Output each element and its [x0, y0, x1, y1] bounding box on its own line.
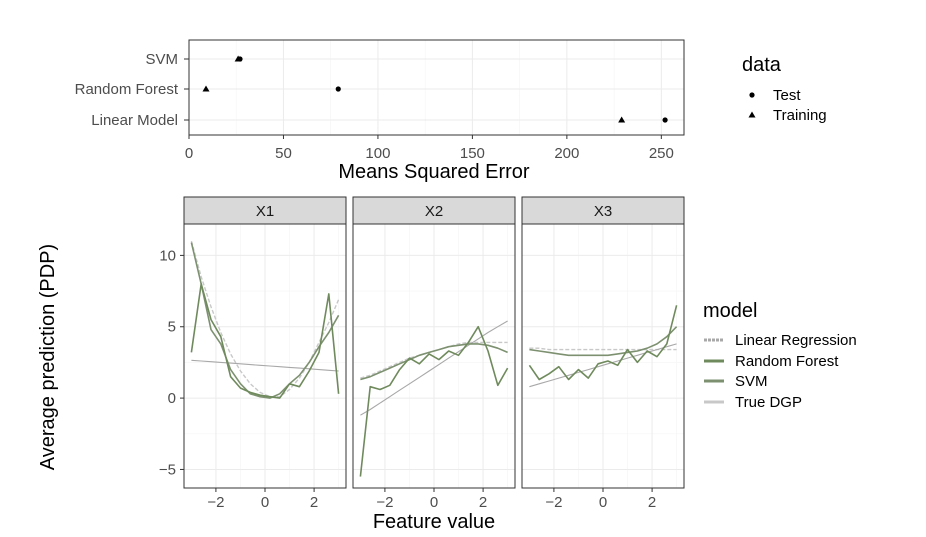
facet-x-tick-label: 0	[430, 494, 438, 511]
mse-marks	[202, 55, 668, 123]
facet-x-tick-label: 2	[648, 494, 656, 511]
facet-strip-label: X1	[256, 203, 274, 220]
legend-label-true-dgp: True DGP	[735, 394, 802, 411]
pdp-facets: X1 −2 0 2 X2 −2 0 2 X3 −2 0 2	[183, 196, 685, 511]
facet-x3: X3 −2 0 2	[521, 196, 685, 511]
mse-x-tick-label: 150	[460, 145, 485, 162]
pdp-line-x2-random-forest	[359, 325, 509, 477]
facet-strip-label: X3	[594, 203, 612, 220]
facet-x2: X2 −2 0 2	[352, 196, 516, 511]
mse-point-test-linear-model	[662, 117, 668, 123]
pdp-y-tick-labels: −5 0 5 10	[159, 247, 184, 478]
mse-point-training-linear-model	[618, 116, 626, 123]
model-legend-items: Linear Regression Random Forest SVM True DG…	[704, 332, 857, 411]
mse-x-tick-labels: 0 50 100 150 200 250	[185, 135, 674, 162]
model-legend-title: model	[703, 300, 757, 322]
legend-test-label: Test	[773, 87, 801, 104]
facet-x-tick-label: 2	[479, 494, 487, 511]
data-legend: data Test Training	[742, 54, 827, 124]
mse-category-label: Linear Model	[91, 112, 178, 129]
mse-x-tick-label: 250	[649, 145, 674, 162]
pdp-line-x1-random-forest	[190, 283, 340, 399]
pdp-y-tick-label: 0	[168, 390, 176, 407]
facet-x-tick-label: 0	[599, 494, 607, 511]
pdp-y-axis-title: Average prediction (PDP)	[37, 244, 59, 470]
mse-category-label: SVM	[145, 51, 178, 68]
mse-category-labels: SVM Random Forest Linear Model	[75, 51, 189, 129]
facet-x1: X1 −2 0 2	[183, 196, 347, 511]
mse-point-test-random-forest	[335, 86, 341, 92]
pdp-line-x2-linear-regression	[360, 320, 508, 416]
pdp-line-x3-svm	[529, 326, 678, 357]
facet-strip	[183, 196, 347, 225]
pdp-line-x3-linear-regression	[529, 343, 677, 388]
pdp-y-tick-label: −5	[159, 461, 176, 478]
mse-x-tick-label: 50	[275, 145, 292, 162]
mse-x-tick-label: 200	[554, 145, 579, 162]
legend-label-linear-regression: Linear Regression	[735, 332, 857, 349]
facet-x-tick-label: −2	[376, 494, 393, 511]
mse-point-training-random-forest	[202, 85, 210, 92]
pdp-line-x2-svm	[360, 343, 508, 381]
facet-x-tick-label: −2	[545, 494, 562, 511]
mse-grid	[188, 40, 684, 135]
facet-strip	[521, 196, 685, 225]
legend-label-svm: SVM	[735, 373, 768, 390]
mse-x-tick-label: 100	[365, 145, 390, 162]
mse-x-tick-label: 0	[185, 145, 193, 162]
mse-panel-border	[188, 39, 685, 136]
data-legend-title: data	[742, 54, 782, 76]
mse-chart: SVM Random Forest Linear Model 0 50 100 150 20…	[75, 39, 685, 183]
mse-x-axis-title: Means Squared Error	[338, 161, 530, 183]
facet-x-tick-label: 0	[261, 494, 269, 511]
mse-point-training-svm	[234, 55, 242, 62]
legend-training-marker	[748, 111, 756, 118]
pdp-line-x3-true-dgp	[529, 347, 677, 351]
pdp-y-tick-label: 10	[159, 247, 176, 264]
legend-test-marker	[749, 92, 755, 98]
legend-label-random-forest: Random Forest	[735, 353, 839, 370]
legend-training-label: Training	[773, 107, 827, 124]
model-legend: model Linear Regression Random Forest SVM T…	[703, 300, 857, 411]
pdp-line-x1-svm	[190, 242, 340, 399]
mse-category-label: Random Forest	[75, 81, 179, 98]
facet-x-tick-label: 2	[310, 494, 318, 511]
pdp-line-x3-random-forest	[528, 305, 678, 381]
facet-strip-label: X2	[425, 203, 443, 220]
facet-x-tick-label: −2	[207, 494, 224, 511]
pdp-line-x1-linear-regression	[191, 359, 339, 372]
pdp-y-tick-label: 5	[168, 319, 176, 336]
pdp-x-axis-title: Feature value	[373, 511, 495, 533]
